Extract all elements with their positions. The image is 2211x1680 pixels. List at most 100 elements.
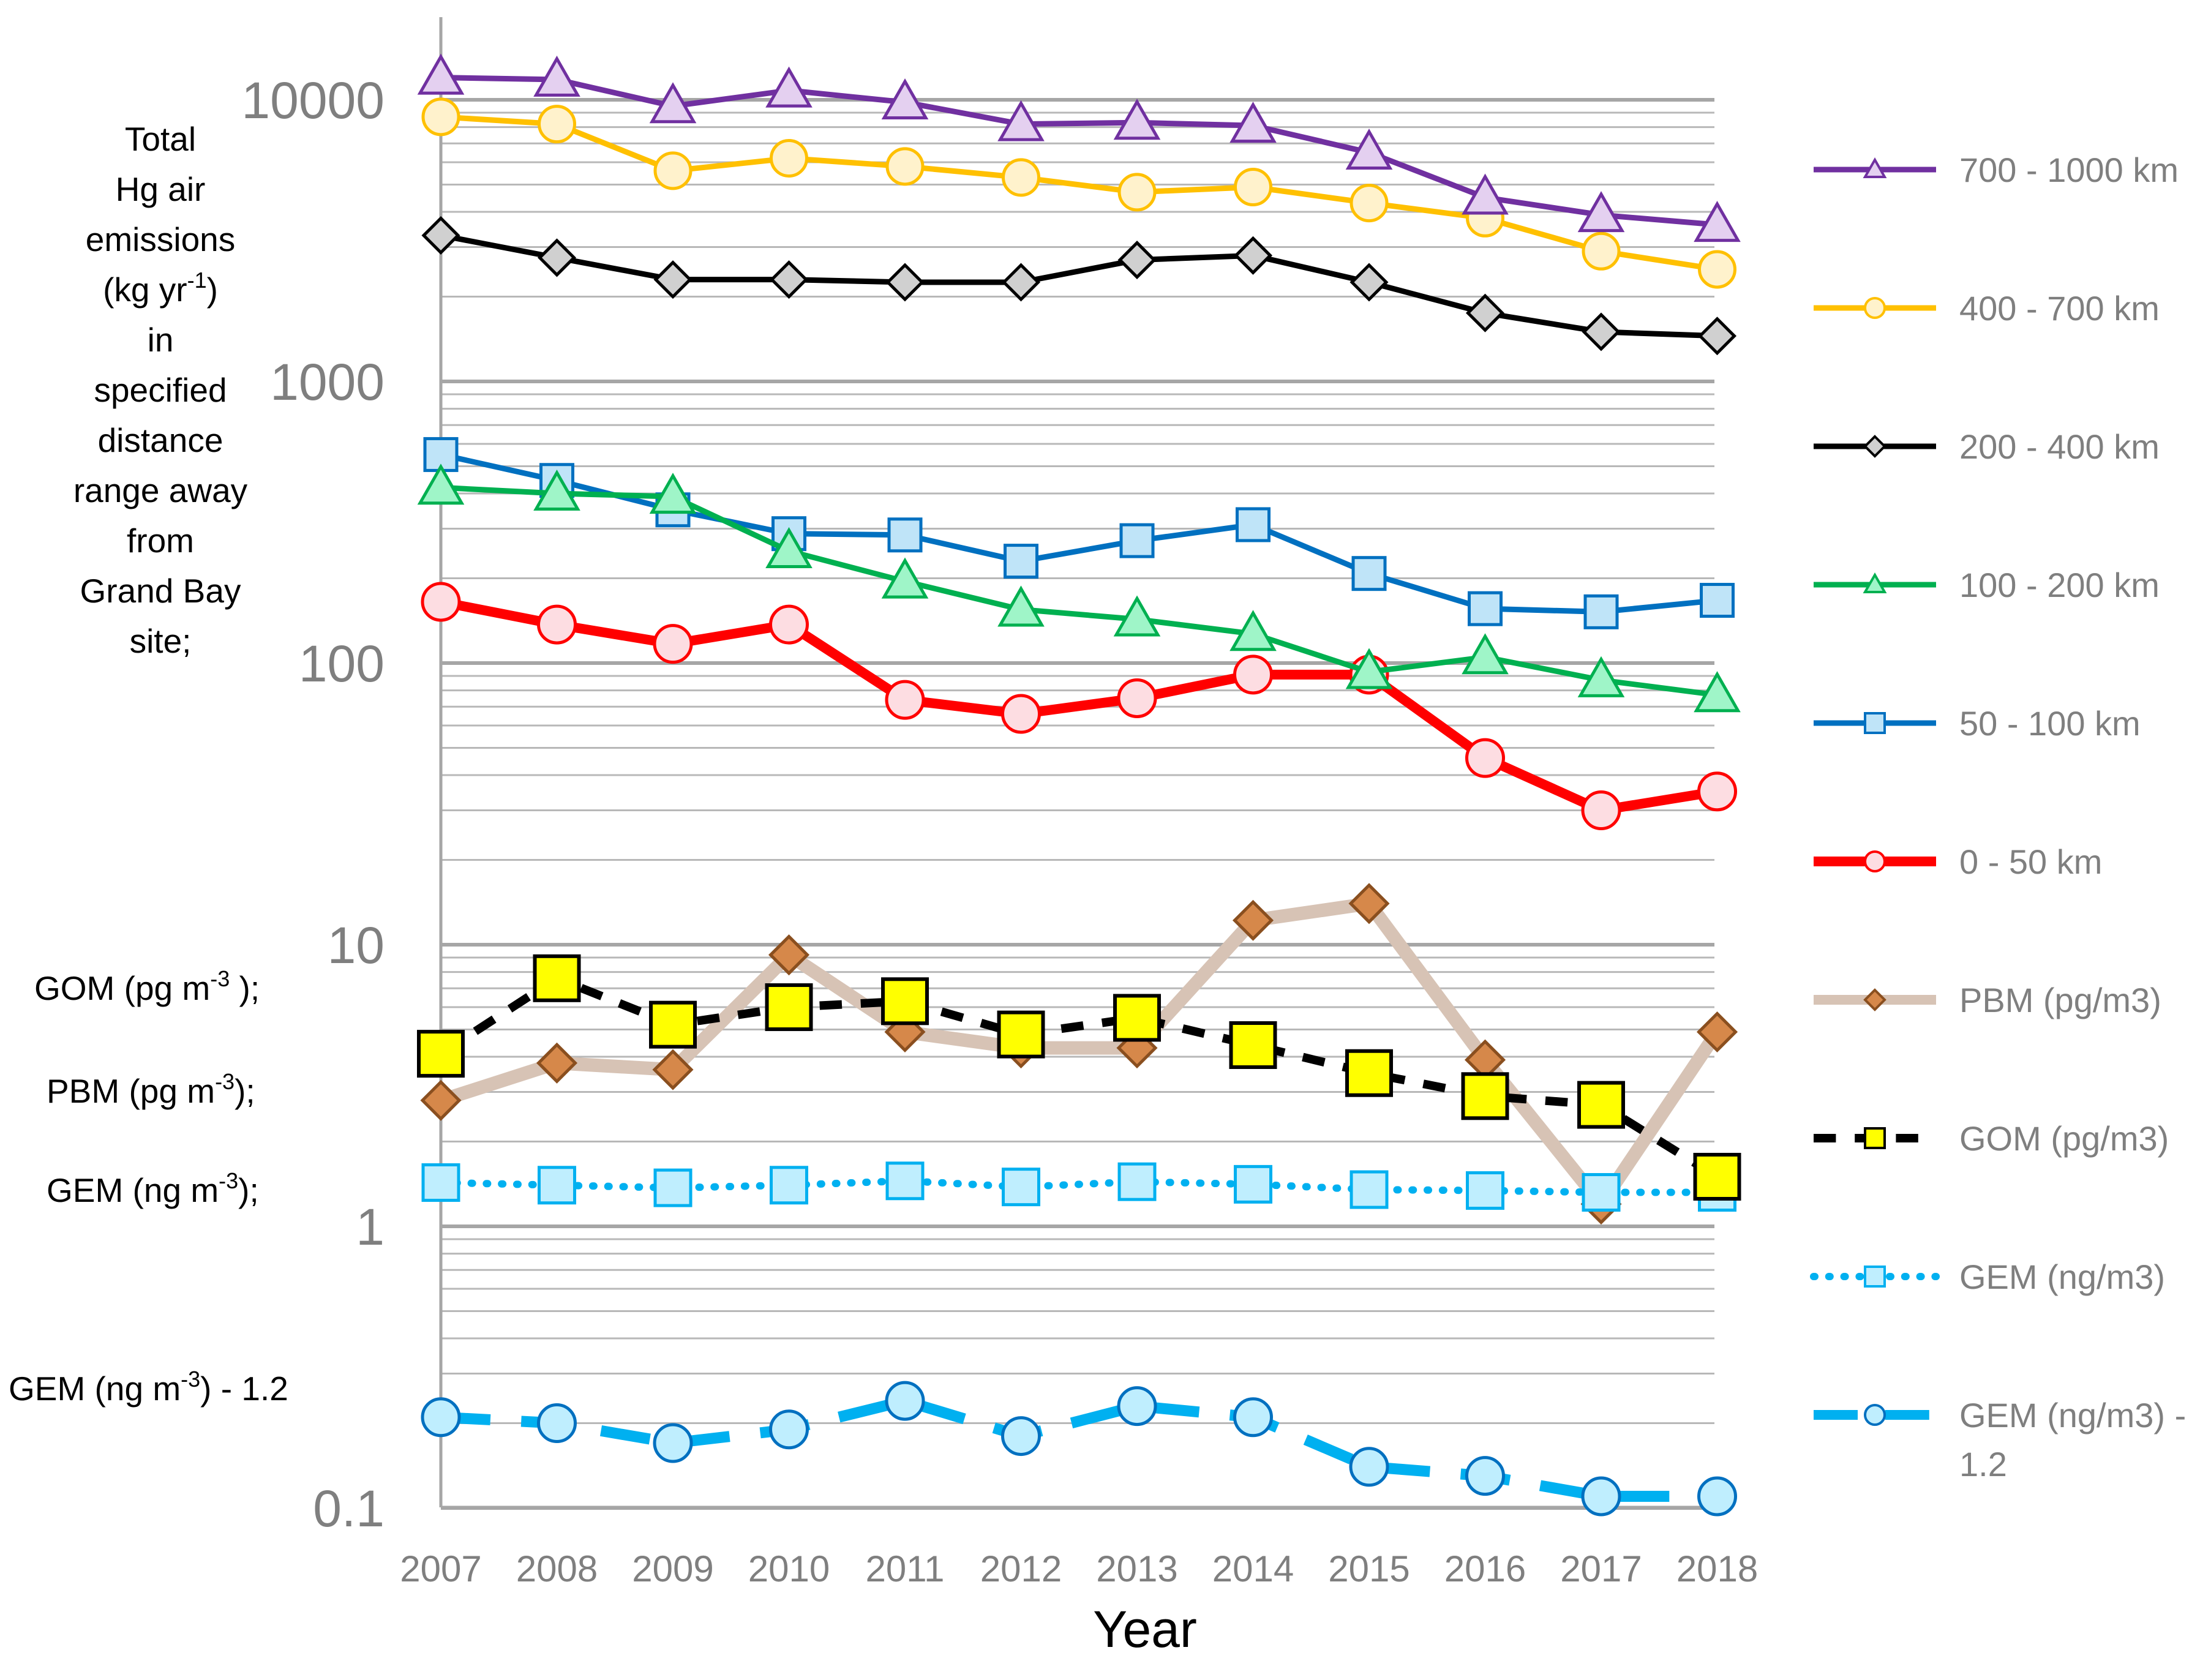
- data-point: [1232, 899, 1274, 941]
- series-line: [437, 1177, 1721, 1196]
- data-point: [1001, 694, 1041, 734]
- axes: [439, 17, 1714, 1509]
- data-point: [1117, 173, 1157, 212]
- data-point: [1113, 994, 1161, 1042]
- data-point: [997, 585, 1045, 627]
- legend-entry: 0 - 50 km: [1814, 842, 2102, 881]
- data-point: [881, 78, 929, 120]
- series-gom: [417, 954, 1741, 1201]
- legend-entry: PBM (pg/m3): [1814, 981, 2161, 1019]
- y-axis-title-line: from: [127, 522, 194, 560]
- data-point: [1229, 1021, 1277, 1070]
- data-point: [885, 680, 925, 720]
- legend-entry: GEM (ng/m3) - 1.2: [1814, 1396, 2186, 1483]
- data-point: [1581, 790, 1621, 831]
- data-point: [417, 463, 465, 505]
- legend-marker: [1864, 1266, 1886, 1288]
- data-point: [421, 216, 460, 255]
- data-point: [881, 557, 929, 599]
- legend-label: 50 - 100 km: [1959, 704, 2141, 743]
- data-point: [1119, 523, 1155, 558]
- y-axis-title-line: (kg yr-1): [103, 268, 218, 309]
- data-point: [770, 1166, 808, 1205]
- series-s700: [417, 53, 1741, 242]
- legend-label: PBM (pg/m3): [1959, 981, 2161, 1019]
- legend-entry: 50 - 100 km: [1814, 704, 2141, 743]
- gridlines: [441, 98, 1714, 1510]
- data-point: [1348, 883, 1390, 924]
- data-point: [421, 1397, 461, 1438]
- data-point: [1233, 654, 1273, 695]
- series-line: [440, 1395, 1717, 1502]
- y-tick-label: 10000: [241, 72, 385, 129]
- legend-marker: [1864, 297, 1886, 319]
- legend-marker: [1864, 1404, 1886, 1426]
- x-axis-title: Year: [1093, 1600, 1197, 1658]
- data-point: [765, 527, 813, 568]
- y-axis-title-line: distance: [98, 421, 223, 459]
- legend-label: 0 - 50 km: [1959, 842, 2102, 881]
- data-point: [769, 1409, 809, 1450]
- y-axis-title-line: range away: [73, 471, 248, 509]
- data-point: [1582, 312, 1621, 351]
- data-point: [1693, 1152, 1741, 1201]
- data-point: [536, 1042, 578, 1084]
- data-point: [885, 147, 925, 186]
- data-point: [1700, 583, 1735, 618]
- data-point: [1236, 507, 1271, 542]
- legend-label: 700 - 1000 km: [1959, 151, 2179, 189]
- series-line: [440, 452, 1717, 615]
- legend-entry: GEM (ng/m3): [1810, 1258, 2165, 1296]
- series-gemo: [421, 1381, 1737, 1517]
- data-point: [1461, 1072, 1509, 1120]
- data-point: [1345, 1049, 1393, 1097]
- data-point: [1462, 633, 1509, 675]
- data-point: [1698, 250, 1736, 289]
- series-line: [440, 75, 1717, 228]
- data-point: [1582, 231, 1621, 271]
- y-axis-title-line: Grand Bay: [80, 572, 241, 610]
- x-tick-label: 2009: [632, 1548, 713, 1589]
- data-point: [1351, 556, 1387, 591]
- data-point: [1465, 738, 1505, 778]
- series-gem: [421, 1161, 1736, 1212]
- x-tick-label: 2010: [748, 1548, 830, 1589]
- data-point: [1001, 1416, 1041, 1457]
- data-series: [417, 53, 1741, 1517]
- data-point: [1465, 293, 1505, 332]
- legend-label: GEM (ng/m3) -: [1959, 1396, 2186, 1434]
- data-point: [997, 100, 1045, 141]
- x-tick-label: 2008: [516, 1548, 598, 1589]
- data-point: [1697, 1476, 1737, 1517]
- x-tick-label: 2017: [1560, 1548, 1642, 1589]
- annotation-pbm: PBM (pg m-3);: [47, 1069, 255, 1110]
- legend-marker: [1864, 1127, 1886, 1149]
- data-point: [1696, 1011, 1738, 1053]
- data-point: [1581, 1476, 1621, 1517]
- data-point: [1583, 594, 1619, 629]
- data-point: [1113, 595, 1161, 637]
- legend-marker: [1863, 435, 1886, 458]
- y-annotations: Total Hg air emissions (kg yr-1) in specified…: [9, 120, 288, 1408]
- data-point: [537, 604, 577, 645]
- data-point: [653, 624, 693, 664]
- legend-marker: [1864, 712, 1886, 734]
- data-point: [1697, 317, 1737, 356]
- data-point: [1349, 1447, 1389, 1487]
- data-point: [769, 604, 809, 645]
- data-point: [1694, 671, 1741, 713]
- annotation-gem: GEM (ng m-3);: [47, 1168, 259, 1209]
- y-axis-title-line: Total: [125, 120, 196, 158]
- data-point: [1117, 1386, 1157, 1427]
- legend-entry: 200 - 400 km: [1814, 427, 2160, 466]
- data-point: [1466, 1171, 1504, 1210]
- data-point: [1462, 173, 1509, 215]
- y-axis-title-line: specified: [94, 371, 227, 409]
- x-tick-label: 2018: [1676, 1548, 1758, 1589]
- legend: 700 - 1000 km 400 - 700 km 200 - 400 km 100…: [1810, 151, 2186, 1483]
- data-point: [1233, 236, 1273, 275]
- series-s100: [417, 463, 1741, 713]
- y-tick-label: 1: [356, 1198, 385, 1256]
- legend-marker: [1863, 572, 1887, 593]
